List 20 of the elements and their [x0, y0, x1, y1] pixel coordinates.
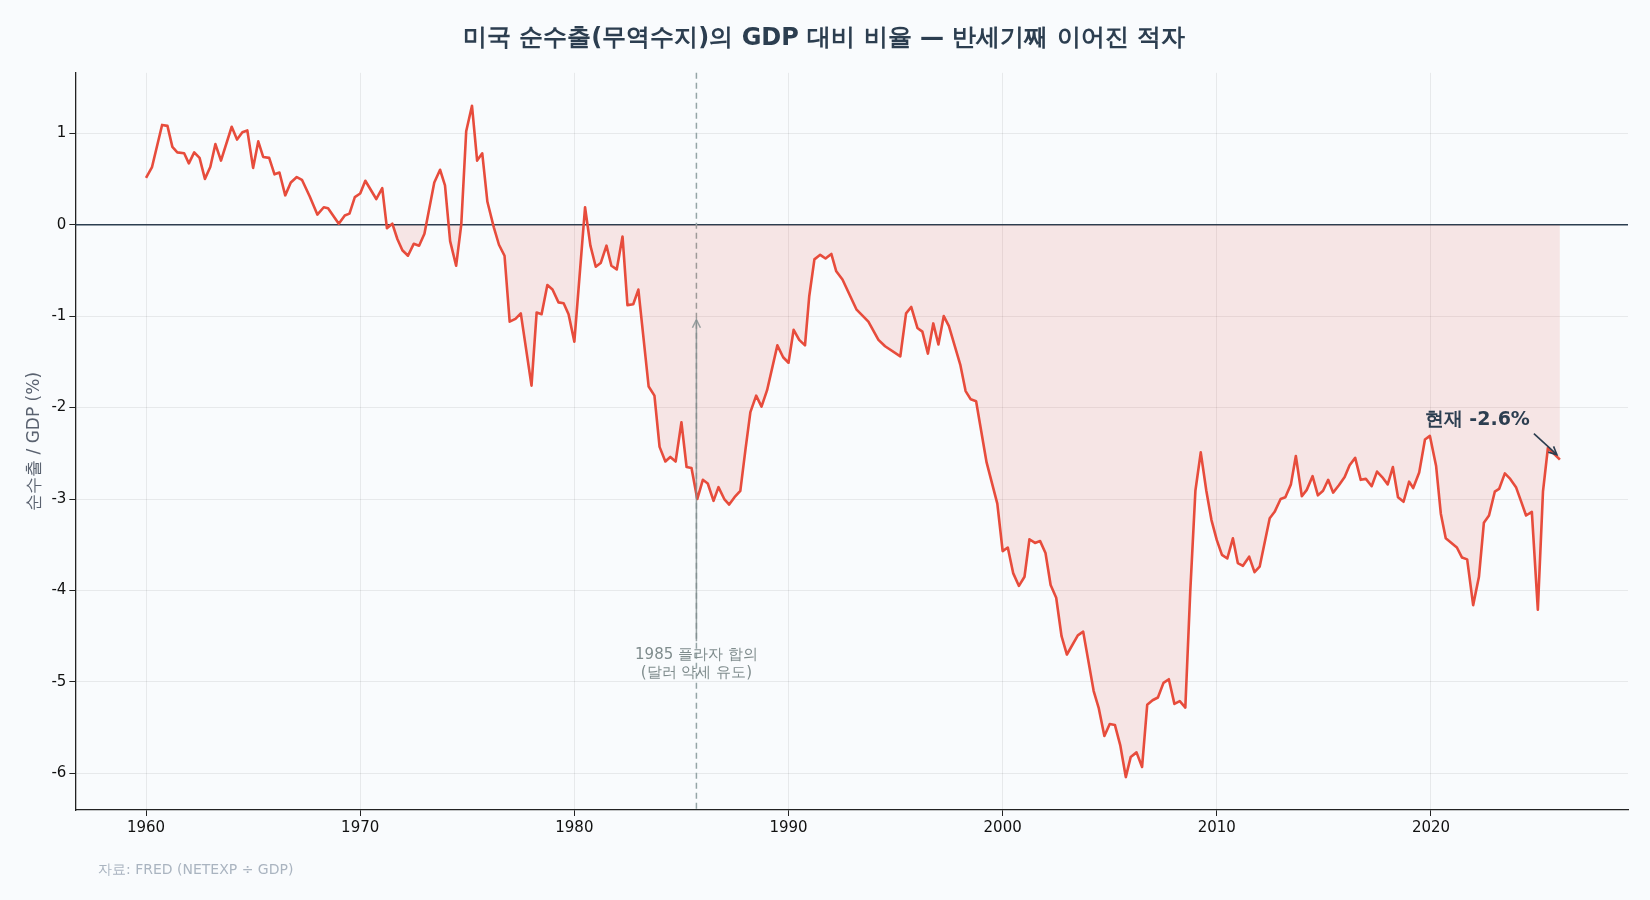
annotation: 현재 -2.6% [1424, 406, 1530, 429]
x-tick-label: 1990 [769, 817, 808, 836]
x-tick-label: 2000 [983, 817, 1022, 836]
x-tick-label: 1960 [126, 817, 166, 836]
x-tick-label: 1970 [341, 817, 380, 836]
y-tick-label: -2 [51, 397, 67, 416]
y-axis-title: 순수출 / GDP (%) [22, 371, 43, 511]
y-tick-label: -1 [51, 305, 67, 324]
y-tick-label: -3 [51, 488, 67, 507]
y-tick-label: 0 [56, 214, 67, 233]
y-tick-label: -6 [51, 763, 67, 782]
x-tick-label: 2010 [1197, 817, 1236, 836]
y-tick-label: -5 [51, 671, 67, 690]
y-tick-label: 1 [56, 123, 67, 142]
text: 자료: FRED (NETEXP ÷ GDP) [98, 860, 294, 877]
x-tick-label: 2020 [1411, 817, 1451, 836]
chart-title: 미국 순수출(무역수지)의 GDP 대비 비율 — 반세기째 이어진 적자 [463, 22, 1185, 51]
y-tick-label: -4 [51, 580, 67, 599]
ref-line-label: 1985 플라자 합의 (달러 약세 유도) [635, 645, 758, 682]
x-tick-label: 1980 [555, 817, 594, 836]
